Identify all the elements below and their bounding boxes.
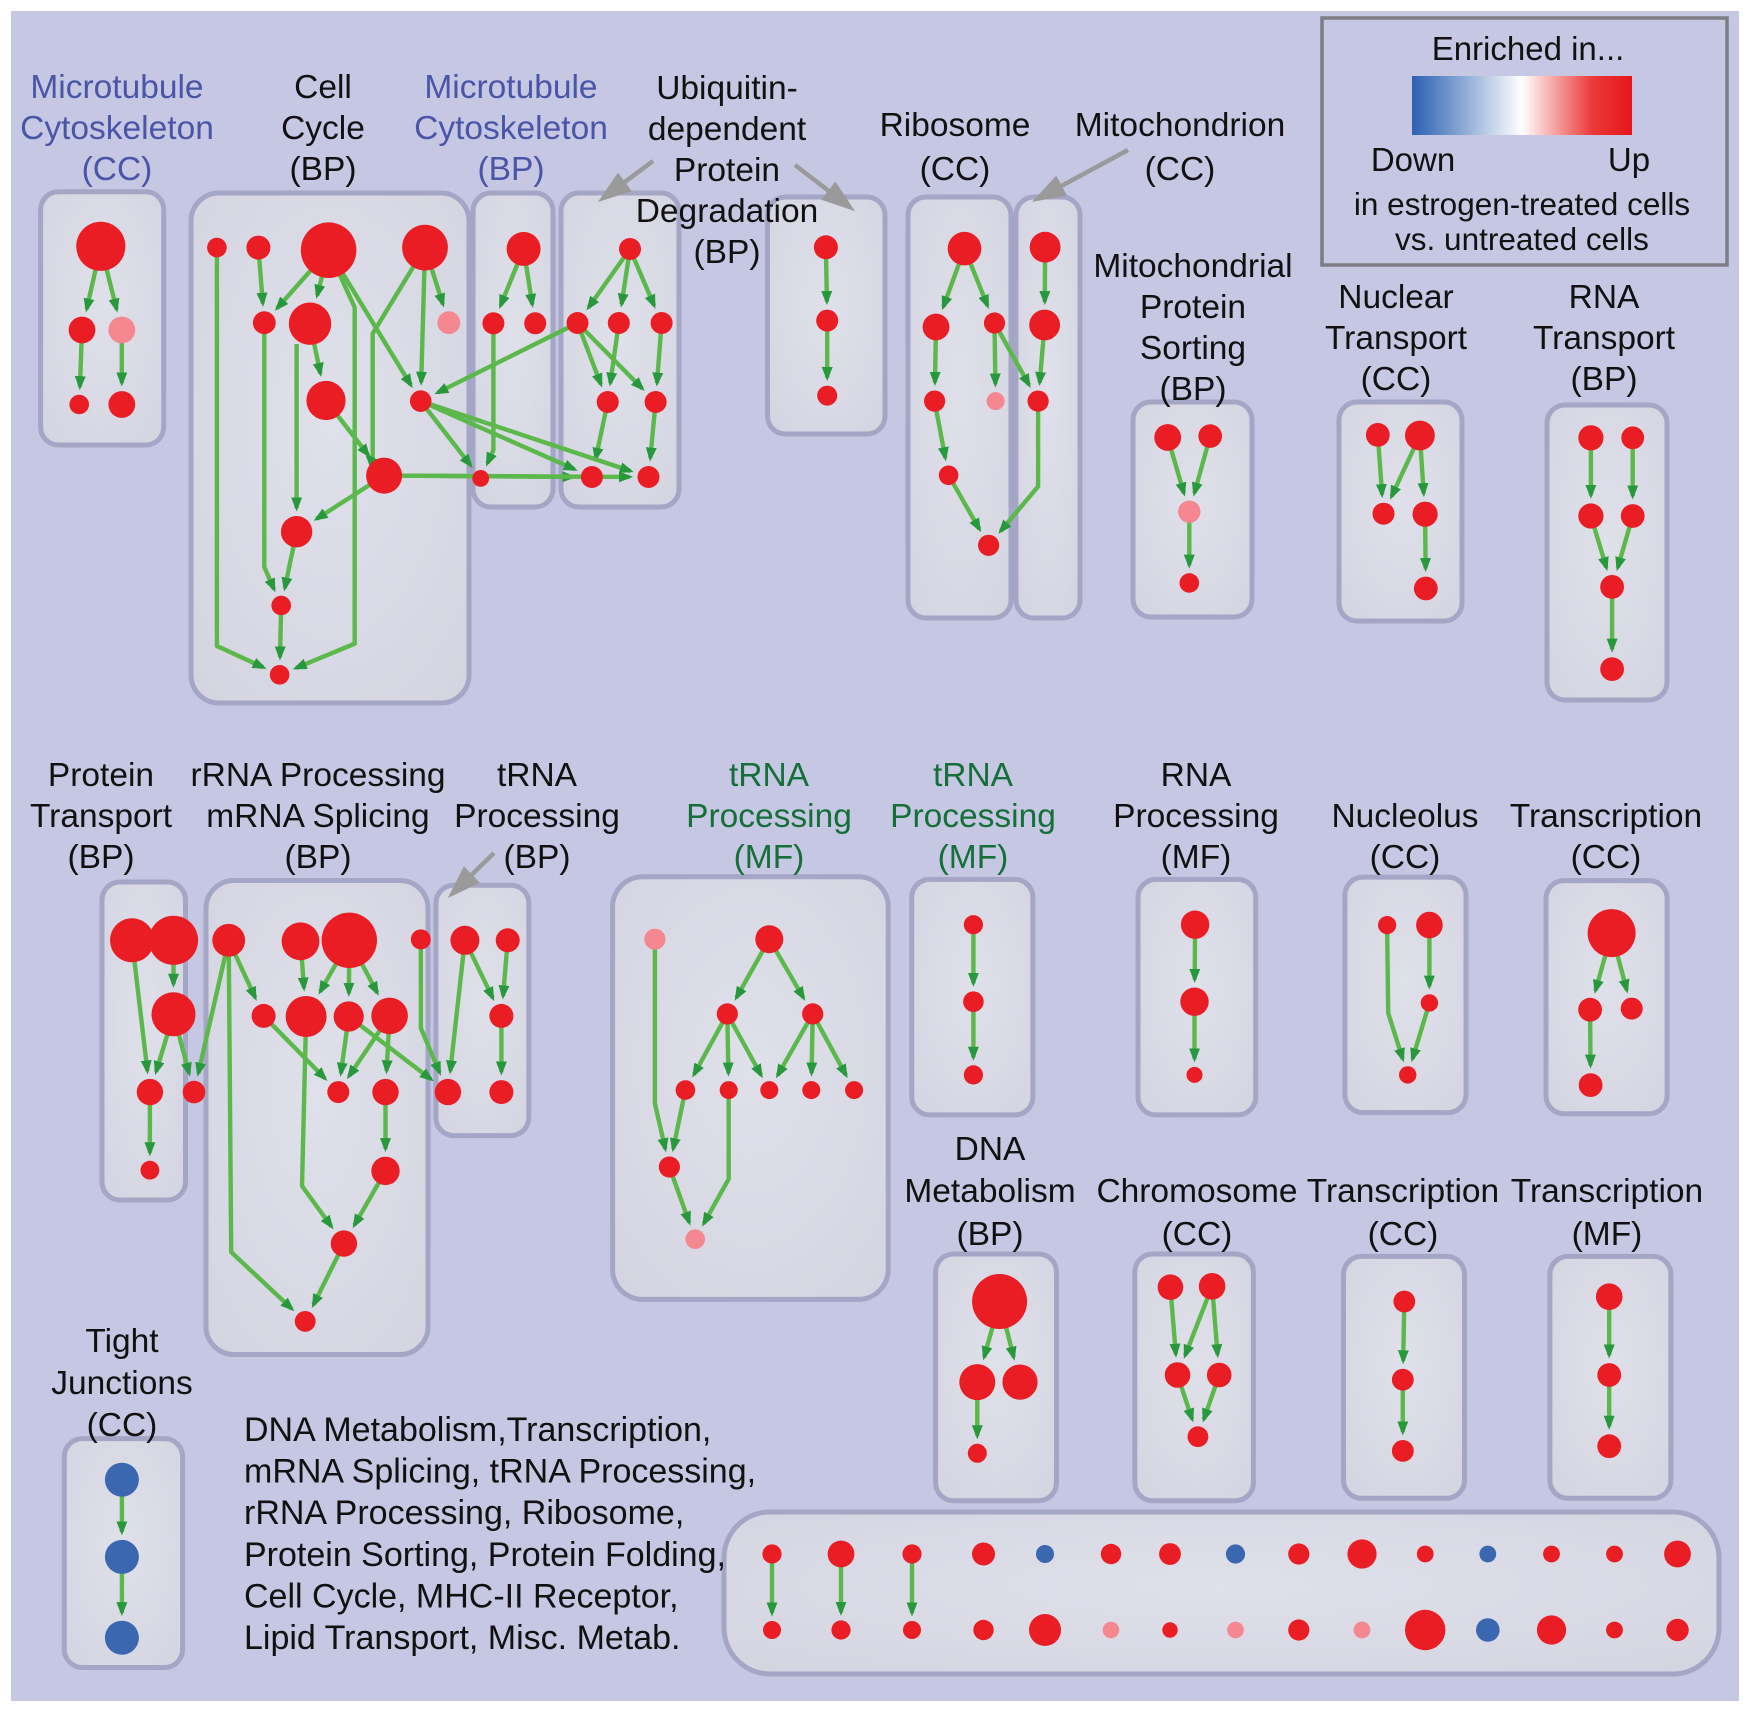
svg-text:Metabolism: Metabolism <box>904 1173 1075 1210</box>
svg-text:(MF): (MF) <box>734 839 805 876</box>
svg-text:Ribosome: Ribosome <box>880 107 1031 144</box>
svg-text:(BP): (BP) <box>957 1216 1024 1253</box>
svg-text:Cell: Cell <box>294 69 352 106</box>
svg-text:Protein: Protein <box>48 757 154 794</box>
svg-text:Tight: Tight <box>85 1323 159 1360</box>
svg-text:(CC): (CC) <box>82 151 153 188</box>
svg-text:Transcription: Transcription <box>1307 1173 1499 1210</box>
svg-text:RNA: RNA <box>1161 757 1232 794</box>
svg-text:Processing: Processing <box>686 798 852 835</box>
svg-text:Transport: Transport <box>30 798 173 835</box>
svg-text:Transcription: Transcription <box>1511 1173 1703 1210</box>
svg-text:(BP): (BP) <box>290 151 357 188</box>
svg-text:(CC): (CC) <box>1145 151 1216 188</box>
svg-text:(BP): (BP) <box>68 839 135 876</box>
svg-text:(MF): (MF) <box>1161 839 1232 876</box>
svg-text:Nucleolus: Nucleolus <box>1331 798 1478 835</box>
svg-text:Processing: Processing <box>1113 798 1279 835</box>
svg-text:Ubiquitin-: Ubiquitin- <box>656 70 798 107</box>
svg-text:vs. untreated cells: vs. untreated cells <box>1395 221 1649 257</box>
svg-text:(CC): (CC) <box>1370 839 1441 876</box>
svg-text:Enriched in...: Enriched in... <box>1432 30 1625 67</box>
svg-text:Processing: Processing <box>454 798 620 835</box>
svg-text:Mitochondrial: Mitochondrial <box>1093 248 1292 285</box>
svg-text:(CC): (CC) <box>1361 361 1432 398</box>
svg-text:Microtubule: Microtubule <box>30 69 203 106</box>
svg-text:Processing: Processing <box>890 798 1056 835</box>
svg-text:(CC): (CC) <box>1571 839 1642 876</box>
svg-text:(CC): (CC) <box>1368 1216 1439 1253</box>
svg-text:(MF): (MF) <box>1572 1216 1643 1253</box>
svg-text:rRNA Processing: rRNA Processing <box>190 757 445 794</box>
svg-text:Junctions: Junctions <box>51 1365 193 1402</box>
svg-text:Mitochondrion: Mitochondrion <box>1075 107 1285 144</box>
svg-text:tRNA: tRNA <box>729 757 810 794</box>
svg-text:rRNA Processing, Ribosome,: rRNA Processing, Ribosome, <box>244 1494 684 1532</box>
svg-text:mRNA Splicing: mRNA Splicing <box>206 798 429 835</box>
svg-text:(CC): (CC) <box>920 151 991 188</box>
svg-text:Degradation: Degradation <box>636 193 819 230</box>
svg-text:Lipid Transport, Misc. Metab.: Lipid Transport, Misc. Metab. <box>244 1619 681 1657</box>
svg-text:(BP): (BP) <box>694 234 761 271</box>
svg-text:Protein Sorting, Protein Foldi: Protein Sorting, Protein Folding, <box>244 1536 726 1574</box>
svg-text:Nuclear: Nuclear <box>1338 279 1453 316</box>
svg-text:Protein: Protein <box>1140 289 1246 326</box>
svg-text:Up: Up <box>1608 141 1650 178</box>
svg-text:in estrogen-treated cells: in estrogen-treated cells <box>1354 186 1690 222</box>
svg-text:(CC): (CC) <box>87 1407 158 1444</box>
svg-text:(BP): (BP) <box>504 839 571 876</box>
svg-text:(BP): (BP) <box>1571 361 1638 398</box>
svg-text:Sorting: Sorting <box>1140 330 1246 367</box>
svg-text:tRNA: tRNA <box>497 757 578 794</box>
svg-text:(BP): (BP) <box>478 151 545 188</box>
svg-text:Cycle: Cycle <box>281 110 365 147</box>
svg-text:Microtubule: Microtubule <box>424 69 597 106</box>
svg-text:Down: Down <box>1371 141 1455 178</box>
svg-text:(BP): (BP) <box>1160 371 1227 408</box>
svg-text:mRNA Splicing, tRNA Processing: mRNA Splicing, tRNA Processing, <box>244 1453 756 1491</box>
svg-text:Chromosome: Chromosome <box>1096 1173 1297 1210</box>
svg-text:dependent: dependent <box>648 111 807 148</box>
svg-text:(CC): (CC) <box>1162 1216 1233 1253</box>
svg-text:(MF): (MF) <box>938 839 1009 876</box>
svg-text:Transcription: Transcription <box>1510 798 1702 835</box>
svg-text:(BP): (BP) <box>285 839 352 876</box>
svg-text:Protein: Protein <box>674 152 780 189</box>
svg-text:tRNA: tRNA <box>933 757 1014 794</box>
svg-text:Cytoskeleton: Cytoskeleton <box>414 110 608 147</box>
svg-text:Transport: Transport <box>1325 320 1468 357</box>
svg-text:Cytoskeleton: Cytoskeleton <box>20 110 214 147</box>
svg-text:DNA: DNA <box>955 1131 1026 1168</box>
svg-text:DNA Metabolism,Transcription,: DNA Metabolism,Transcription, <box>244 1411 711 1449</box>
svg-text:Transport: Transport <box>1533 320 1676 357</box>
svg-text:RNA: RNA <box>1569 279 1640 316</box>
svg-text:Cell Cycle, MHC-II Receptor,: Cell Cycle, MHC-II Receptor, <box>244 1577 679 1615</box>
